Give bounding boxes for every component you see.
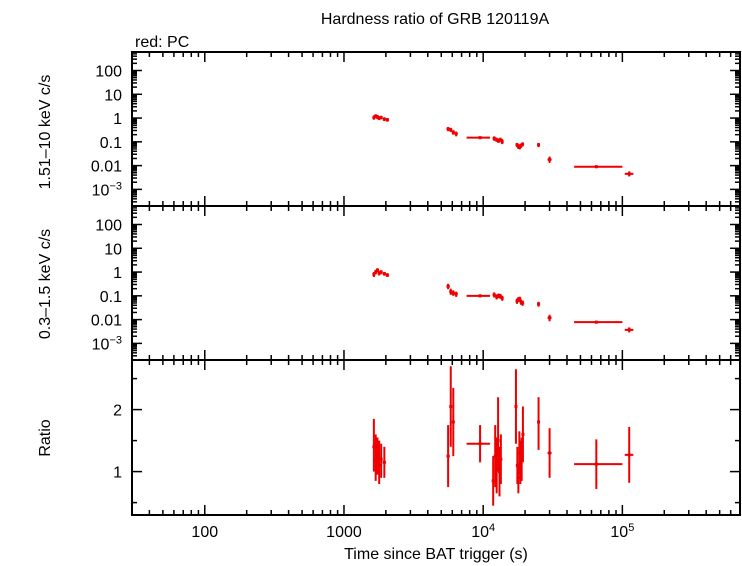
data-point xyxy=(514,369,518,444)
data-point xyxy=(382,446,386,478)
data-point xyxy=(624,171,634,177)
data-point xyxy=(624,327,634,333)
data-point xyxy=(382,271,386,276)
data-point xyxy=(521,406,525,463)
data-point xyxy=(492,136,496,141)
data-point xyxy=(379,115,383,120)
x-axis-tick-labels: 100 1000 104 105 xyxy=(191,522,634,541)
y-tick-label: 10 xyxy=(104,87,122,104)
data-point xyxy=(547,156,552,163)
data-point xyxy=(496,397,500,472)
data-point xyxy=(449,366,453,447)
data-point xyxy=(446,425,450,488)
y-axis-label-ratio: Ratio xyxy=(37,419,54,456)
y-tick-label: 2 xyxy=(113,403,122,420)
y-tick-label: 0.1 xyxy=(100,289,122,306)
data-point xyxy=(446,283,450,290)
data-point xyxy=(451,130,455,135)
data-point xyxy=(547,314,552,322)
data-point xyxy=(466,294,491,298)
data-point xyxy=(574,165,623,169)
data-point xyxy=(466,136,491,140)
data-point xyxy=(547,428,552,478)
legend-label: red: PC xyxy=(135,34,189,51)
data-point xyxy=(451,387,455,457)
panel-frame xyxy=(131,51,741,207)
y-tick-label: 100 xyxy=(95,218,122,235)
y-tick-label: 100 xyxy=(95,64,122,81)
data-point xyxy=(374,269,378,275)
x-tick-label: 100 xyxy=(191,524,218,541)
y-tick-label: 10−3 xyxy=(92,180,122,199)
data-point xyxy=(372,272,376,277)
x-axis-label: Time since BAT trigger (s) xyxy=(344,546,528,563)
data-point xyxy=(498,137,502,142)
data-point xyxy=(377,116,381,121)
y-tick-label: 1 xyxy=(113,465,122,482)
panel-hard: 100 10 1 0.1 0.01 10−3 xyxy=(91,51,741,207)
y-tick-label: 0.1 xyxy=(100,135,122,152)
data-point xyxy=(499,434,503,484)
data-point xyxy=(537,397,541,450)
data-point xyxy=(446,127,450,132)
data-point xyxy=(454,131,458,137)
data-point xyxy=(574,439,623,489)
data-point xyxy=(624,426,634,483)
data-point xyxy=(516,462,520,494)
data-point xyxy=(498,293,502,299)
x-tick-label: 104 xyxy=(471,522,495,541)
data-point xyxy=(466,425,491,463)
chart-title: Hardness ratio of GRB 120119A xyxy=(321,11,550,28)
y-tick-label: 0.01 xyxy=(91,313,122,330)
data-point xyxy=(377,271,381,276)
data-point xyxy=(574,320,623,324)
panel-soft: 100 10 1 0.1 0.01 10−3 xyxy=(91,205,741,361)
data-point xyxy=(492,292,496,298)
data-point xyxy=(385,118,389,122)
data-point xyxy=(521,142,525,147)
data-point xyxy=(518,296,522,302)
y-axis-label-hard: 1.51–10 keV c/s xyxy=(37,75,54,190)
data-point xyxy=(375,268,379,273)
data-point xyxy=(537,301,541,307)
y-tick-label: 0.01 xyxy=(91,159,122,176)
y-axis-label-soft: 0.3–1.5 keV c/s xyxy=(37,229,54,339)
data-point xyxy=(377,440,381,484)
data-point xyxy=(537,142,541,148)
data-point xyxy=(382,117,386,122)
data-point xyxy=(385,273,389,277)
x-tick-label: 1000 xyxy=(326,524,362,541)
data-point xyxy=(500,295,504,301)
panel-ratio: 21 xyxy=(113,359,741,516)
y-tick-label: 10 xyxy=(104,241,122,258)
data-point xyxy=(375,437,379,475)
data-point xyxy=(379,443,383,478)
data-point xyxy=(372,418,376,472)
data-point xyxy=(451,290,455,296)
y-tick-label: 10−3 xyxy=(92,334,122,353)
data-point xyxy=(521,300,525,306)
data-point xyxy=(491,456,495,506)
y-tick-label: 1 xyxy=(113,111,122,128)
panel-frame xyxy=(131,359,741,516)
data-point xyxy=(374,434,378,481)
data-point xyxy=(449,127,453,132)
panel-frame xyxy=(131,205,741,361)
x-tick-label: 105 xyxy=(610,522,634,541)
y-tick-label: 1 xyxy=(113,265,122,282)
data-point xyxy=(500,139,504,145)
data-point xyxy=(454,291,458,297)
data-point xyxy=(449,288,453,295)
data-point xyxy=(379,270,383,275)
